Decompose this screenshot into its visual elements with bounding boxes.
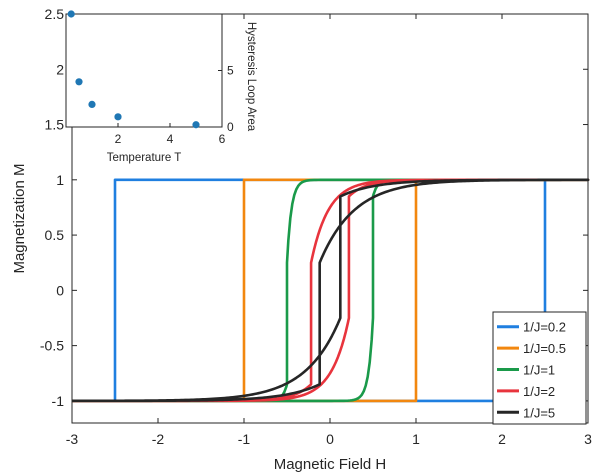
y-tick-label: 2.5 [45, 6, 65, 22]
inset-x-tick-label: 6 [219, 132, 226, 146]
legend-label-4: 1/J=5 [523, 405, 555, 420]
x-tick-label: -2 [152, 431, 165, 447]
legend-label-1: 1/J=0.5 [523, 341, 566, 356]
inset-y-ticks: 05 [218, 64, 234, 134]
inset-y-axis-label: Hysteresis Loop Area [245, 22, 257, 132]
inset-data-point [192, 121, 200, 129]
legend-label-0: 1/J=0.2 [523, 320, 566, 335]
inset-x-tick-label: 2 [115, 132, 122, 146]
x-tick-label: 0 [326, 431, 334, 447]
main-y-ticks: -1 -0.5 0 0.5 1 1.5 2 2.5 [40, 6, 588, 409]
legend-label-3: 1/J=2 [523, 384, 555, 399]
inset-x-ticks: 2 4 6 [115, 123, 226, 146]
x-tick-label: 3 [584, 431, 592, 447]
x-tick-label: -3 [66, 431, 79, 447]
legend: 1/J=0.2 1/J=0.5 1/J=1 1/J=2 1/J=5 [492, 311, 587, 425]
legend-items: 1/J=0.2 1/J=0.5 1/J=1 1/J=2 1/J=5 [497, 320, 566, 420]
inset-points [67, 10, 200, 129]
legend-label-2: 1/J=1 [523, 363, 555, 378]
y-tick-label: 1 [56, 172, 64, 188]
x-tick-label: 2 [498, 431, 506, 447]
y-tick-label: 0 [56, 282, 64, 298]
x-tick-label: -1 [238, 431, 251, 447]
y-tick-label: 1.5 [45, 117, 65, 133]
inset-data-point [67, 10, 75, 18]
main-chart: -3 -2 -1 0 1 2 3 -1 -0.5 0 0.5 1 1.5 2 2.5 Magnetic F… [11, 6, 592, 473]
inset-background [65, 13, 223, 128]
inset-x-tick-label: 4 [167, 132, 174, 146]
inset-data-point [114, 113, 122, 121]
inset-data-point [88, 100, 96, 108]
y-tick-label: -1 [52, 393, 65, 409]
main-y-axis-label: Magnetization M [11, 163, 28, 273]
y-tick-label: -0.5 [40, 338, 64, 354]
y-tick-label: 0.5 [45, 227, 65, 243]
y-tick-label: 2 [56, 61, 64, 77]
main-x-axis-label: Magnetic Field H [274, 456, 387, 473]
inset-y-tick-label: 0 [227, 120, 234, 134]
x-tick-label: 1 [412, 431, 420, 447]
inset-data-point [75, 78, 83, 86]
inset-y-tick-label: 5 [227, 64, 234, 78]
inset-x-axis-label: Temperature T [107, 152, 182, 164]
